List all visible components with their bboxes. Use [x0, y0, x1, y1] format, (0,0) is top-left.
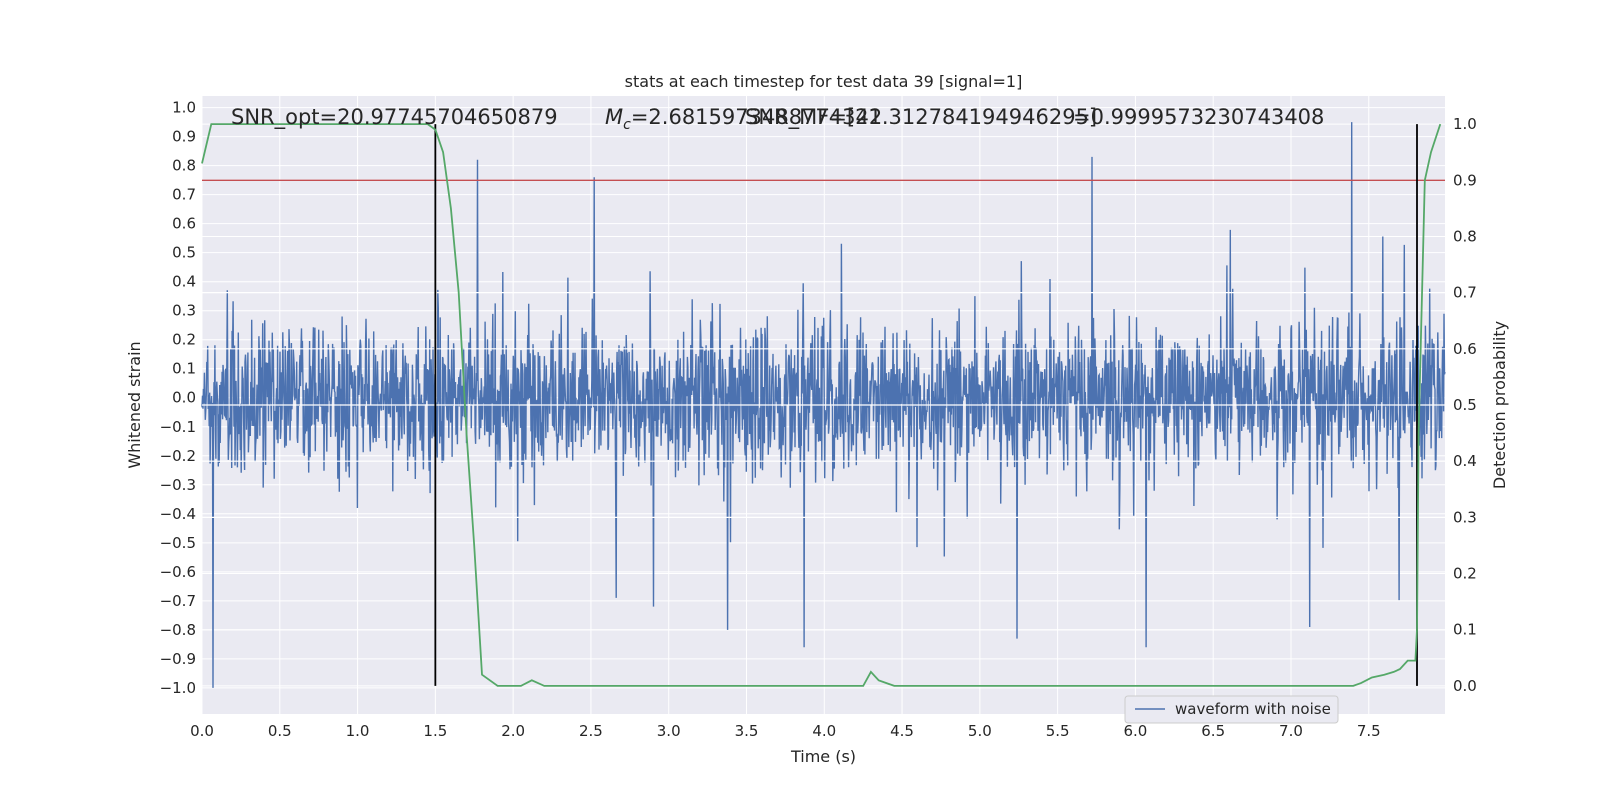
x-tick-label: 1.5: [423, 722, 447, 740]
legend-box: [1124, 695, 1339, 724]
y-tick-label-right: 0.4: [1453, 452, 1477, 470]
x-tick-label: 3.0: [657, 722, 681, 740]
y-tick-label-right: 0.3: [1453, 508, 1477, 526]
y-tick-label-left: 0.2: [172, 331, 196, 349]
chart-title: stats at each timestep for test data 39 …: [625, 72, 1023, 91]
x-tick-label: 0.5: [268, 722, 292, 740]
y-tick-label-left: −0.5: [160, 534, 196, 552]
y-tick-label-left: 0.5: [172, 244, 196, 262]
stats-annotations: SNR_opt=20.97745704650879 Mc=2.681597348…: [231, 105, 1324, 133]
y-tick-label-left: 0.3: [172, 302, 196, 320]
x-tick-label: 1.0: [346, 722, 370, 740]
stat-chirp-mass-subscript: c: [623, 117, 631, 133]
y-tick-label-left: 0.9: [172, 128, 196, 146]
x-tick-label: 5.0: [968, 722, 992, 740]
x-axis-label: Time (s): [790, 747, 856, 766]
x-tick-label: 3.5: [735, 722, 759, 740]
y-tick-label-right: 1.0: [1453, 115, 1477, 133]
y-tick-label-right: 0.0: [1453, 677, 1477, 695]
x-tick-label: 7.0: [1279, 722, 1303, 740]
stat-chirp-mass-symbol: M: [605, 105, 623, 129]
x-tick-label: 6.0: [1123, 722, 1147, 740]
stat-snr-opt: SNR_opt=20.97745704650879: [231, 105, 558, 130]
y-tick-label-right: 0.5: [1453, 396, 1477, 414]
x-tick-label: 7.5: [1357, 722, 1381, 740]
y-tick-label-left: −0.3: [160, 476, 196, 494]
y-tick-label-left: −0.2: [160, 447, 196, 465]
y-tick-label-right: 0.9: [1453, 171, 1477, 189]
y-tick-label-left: −0.6: [160, 563, 196, 581]
y-axis-label-left: Whitened strain: [125, 341, 144, 468]
y-tick-label-left: 1.0: [172, 99, 196, 117]
stat-probability: =0.9999573230743408: [1073, 105, 1324, 129]
x-tick-label: 2.5: [579, 722, 603, 740]
tick-labels: 0.0 0.5 1.0 1.5 2.0 2.5 3.0 3.5 4.0 4.5 5.0 5.5 6.0 6…: [160, 99, 1477, 740]
y-tick-label-right: 0.2: [1453, 565, 1477, 583]
y-tick-label-left: −0.1: [160, 418, 196, 436]
y-tick-label-right: 0.8: [1453, 227, 1477, 245]
y-tick-label-left: 0.0: [172, 389, 196, 407]
y-tick-label-right: 0.6: [1453, 340, 1477, 358]
y-tick-label-left: 0.4: [172, 273, 196, 291]
y-tick-label-left: 0.7: [172, 186, 196, 204]
y-tick-label-left: 0.6: [172, 215, 196, 233]
y-tick-label-left: −0.4: [160, 505, 196, 523]
overlay-lines: [201, 123, 1445, 687]
legend: waveform with noise: [1124, 695, 1339, 724]
detection-probability-line: [201, 123, 1442, 687]
y-tick-label-left: −0.9: [160, 650, 196, 668]
x-tick-label: 5.5: [1046, 722, 1070, 740]
stat-snr-mf: SNR_MF=[21.312784194946295]: [745, 105, 1097, 130]
y-tick-label-right: 0.1: [1453, 621, 1477, 639]
x-tick-label: 0.0: [190, 722, 214, 740]
y-tick-label-left: −0.7: [160, 592, 196, 610]
y-tick-label-right: 0.7: [1453, 284, 1477, 302]
x-tick-label: 6.5: [1201, 722, 1225, 740]
x-tick-label: 2.0: [501, 722, 525, 740]
y-tick-label-left: −1.0: [160, 679, 196, 697]
y-tick-label-left: 0.8: [172, 157, 196, 175]
y-tick-label-left: 0.1: [172, 360, 196, 378]
x-tick-label: 4.5: [890, 722, 914, 740]
waveform-series: [201, 122, 1446, 688]
y-tick-label-left: −0.8: [160, 621, 196, 639]
x-tick-label: 4.0: [812, 722, 836, 740]
stat-chirp-mass: Mc=2.6815973488774342: [605, 105, 882, 133]
y-axis-label-right: Detection probability: [1490, 321, 1509, 489]
waveform-line: [201, 122, 1446, 688]
legend-label-waveform: waveform with noise: [1175, 700, 1331, 718]
stat-chirp-mass-value: =2.6815973488774342: [631, 105, 882, 129]
